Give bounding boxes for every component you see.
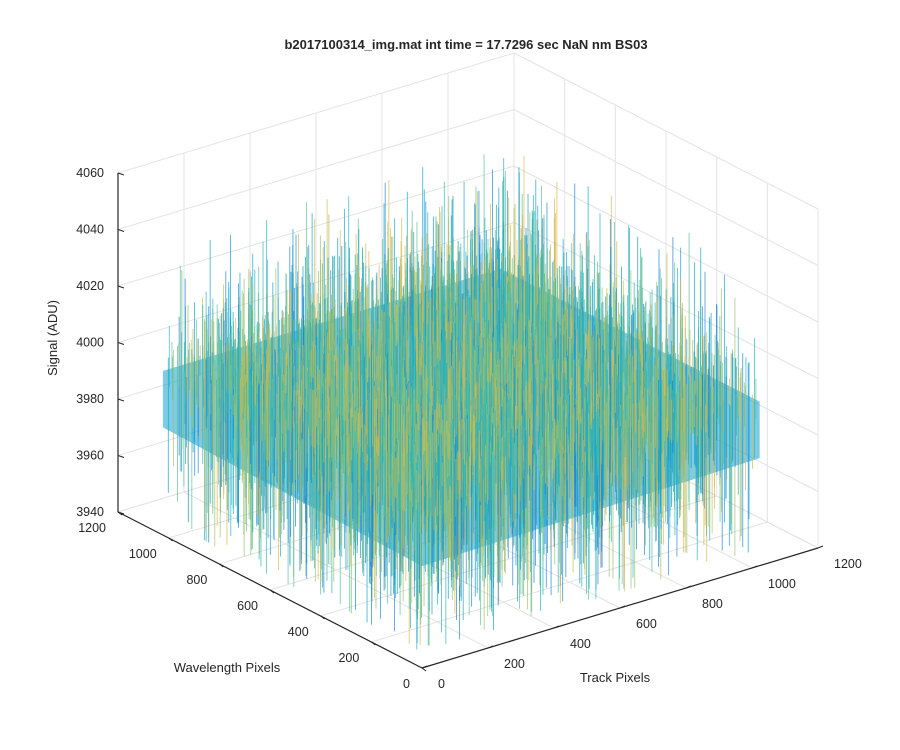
y-tick-label: 600 xyxy=(237,599,258,613)
surface-plot xyxy=(162,154,760,650)
x-tick-label: 1000 xyxy=(768,577,796,591)
z-tick-mark xyxy=(117,398,125,402)
x-tick-label: 0 xyxy=(438,677,445,691)
x-tick-label: 200 xyxy=(504,657,525,671)
y-tick-mark xyxy=(269,589,275,594)
y-tick-label: 1200 xyxy=(78,521,106,535)
y-tick-label: 1000 xyxy=(129,547,157,561)
z-tick-label: 3940 xyxy=(76,505,104,519)
y-tick-mark xyxy=(421,667,427,672)
x-tick-mark xyxy=(817,545,824,549)
x-tick-mark xyxy=(619,605,626,609)
y-tick-mark xyxy=(320,615,325,620)
z-tick-mark xyxy=(117,455,125,458)
x-tick-label: 600 xyxy=(636,617,657,631)
y-axis-label: Wavelength Pixels xyxy=(174,660,281,675)
z-tick-label: 4000 xyxy=(76,336,104,350)
back-wall-grid-line xyxy=(117,109,515,230)
x-tick-label: 400 xyxy=(570,637,591,651)
z-tick-label: 4020 xyxy=(76,279,104,293)
x-tick-mark xyxy=(487,645,494,649)
x-tick-mark xyxy=(553,625,560,629)
back-wall-grid-line xyxy=(117,165,515,287)
y-tick-mark xyxy=(371,641,376,646)
y-tick-label: 400 xyxy=(288,625,309,639)
z-tick-mark xyxy=(117,511,125,515)
x-tick-label: 800 xyxy=(702,597,723,611)
x-tick-labels: 0 200 400 600 800 1000 1200 xyxy=(438,557,862,691)
z-tick-mark xyxy=(117,342,125,345)
z-tick-label: 4040 xyxy=(76,223,104,237)
axes xyxy=(117,172,824,672)
side-wall-grid-line xyxy=(513,52,819,210)
y-tick-mark xyxy=(219,563,224,568)
z-tick-labels: 3940 3960 3980 4000 4020 4040 4060 xyxy=(76,166,104,519)
x-axis-label: Track Pixels xyxy=(580,670,651,685)
z-tick-label: 3960 xyxy=(76,449,104,463)
y-tick-label: 0 xyxy=(403,677,410,691)
y-tick-labels: 0 200 400 600 800 1000 1200 xyxy=(78,521,410,691)
back-wall-grid-line xyxy=(117,222,515,343)
side-wall-grid-line xyxy=(513,109,819,266)
x-tick-mark xyxy=(685,585,692,589)
x-tick-label: 1200 xyxy=(834,557,862,571)
y-tick-label: 200 xyxy=(338,651,359,665)
z-tick-mark xyxy=(117,172,125,176)
z-tick-label: 3980 xyxy=(76,392,104,406)
y-tick-mark xyxy=(168,537,173,542)
z-tick-label: 4060 xyxy=(76,166,104,180)
back-wall-grid-line xyxy=(117,52,515,174)
floor-grid-line xyxy=(371,521,768,643)
x-tick-mark xyxy=(421,665,428,669)
chart-title: b2017100314_img.mat int time = 17.7296 s… xyxy=(284,37,647,52)
z-tick-mark xyxy=(117,229,125,232)
side-wall-grid-line xyxy=(513,165,819,323)
z-axis-label: Signal (ADU) xyxy=(45,300,60,376)
y-tick-label: 800 xyxy=(186,573,207,587)
z-tick-mark xyxy=(117,285,125,289)
x-tick-mark xyxy=(751,565,758,569)
